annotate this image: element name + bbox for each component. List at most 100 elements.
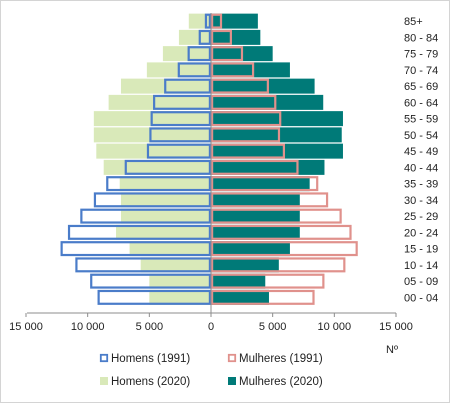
age-label-55-59: 55 - 59: [404, 114, 438, 126]
x-tick-label: 5 000: [259, 321, 287, 333]
bar-homens-2020-05-09: [149, 273, 211, 289]
legend-item-homens-1991: Homens (1991): [99, 353, 190, 365]
age-label-50-54: 50 - 54: [404, 130, 438, 142]
bar-homens-1991-45-49: [146, 143, 212, 159]
bar-homens-2020-85: [188, 13, 211, 29]
axes-group: [25, 13, 397, 317]
age-label-30-34: 30 - 34: [404, 195, 438, 207]
bar-mulheres-1991-70-74: [211, 62, 255, 78]
bar-mulheres-2020-80-84: [211, 29, 261, 45]
bar-homens-1991-15-19: [60, 241, 212, 257]
bar-homens-1991-85: [204, 13, 211, 29]
bar-homens-2020-45-49: [96, 143, 211, 159]
x-tick-label: 0: [208, 321, 214, 333]
age-label-25-29: 25 - 29: [404, 211, 438, 223]
bar-mulheres-2020-50-54: [211, 127, 342, 143]
legend-swatch: [99, 353, 109, 363]
bar-mulheres-2020-85: [211, 13, 258, 29]
legend-item-mulheres-1991: Mulheres (1991): [227, 353, 323, 365]
bar-homens-2020-15-19: [129, 241, 211, 257]
age-label-65-69: 65 - 69: [404, 81, 438, 93]
legend-swatch: [227, 353, 237, 363]
bar-homens-2020-40-44: [103, 159, 211, 175]
bar-homens-2020-10-14: [140, 257, 211, 273]
bar-mulheres-1991-35-39: [211, 176, 319, 192]
bar-mulheres-2020-30-34: [211, 192, 300, 208]
bar-mulheres-1991-00-04: [211, 289, 315, 305]
bar-mulheres-1991-45-49: [211, 143, 286, 159]
bar-mulheres-2020-40-44: [211, 159, 325, 175]
bar-mulheres-1991-55-59: [211, 111, 282, 127]
age-label-45-49: 45 - 49: [404, 146, 438, 158]
bar-mulheres-2020-35-39: [211, 176, 310, 192]
bar-mulheres-1991-60-64: [211, 94, 277, 110]
bars-1991-group: [60, 13, 358, 305]
bar-homens-2020-35-39: [119, 176, 211, 192]
age-label-00-04: 00 - 04: [404, 292, 438, 304]
bar-mulheres-1991-40-44: [211, 159, 299, 175]
legend-item-homens-2020: Homens (2020): [100, 376, 190, 388]
bar-homens-1991-00-04: [97, 289, 211, 305]
bar-homens-2020-00-04: [149, 289, 211, 305]
bar-homens-1991-25-29: [80, 208, 212, 224]
legend-item-mulheres-2020: Mulheres (2020): [228, 376, 323, 388]
bar-mulheres-1991-05-09: [211, 273, 325, 289]
age-labels-group: 85+ 80 - 84 75 - 79 70 - 74 65 - 69 60 - 64 55…: [404, 16, 438, 304]
bar-homens-1991-05-09: [90, 273, 212, 289]
x-tick-label: 10 000: [71, 321, 105, 333]
age-label-10-14: 10 - 14: [404, 260, 438, 272]
bar-mulheres-1991-15-19: [211, 241, 358, 257]
bar-homens-2020-25-29: [120, 208, 211, 224]
bar-homens-1991-30-34: [93, 192, 212, 208]
bar-mulheres-1991-10-14: [211, 257, 346, 273]
bar-homens-2020-80-84: [178, 29, 211, 45]
x-tick-label: 10 000: [318, 321, 352, 333]
bar-homens-1991-60-64: [153, 94, 212, 110]
age-label-20-24: 20 - 24: [404, 227, 438, 239]
bar-homens-2020-60-64: [108, 94, 211, 110]
age-label-75-79: 75 - 79: [404, 49, 438, 61]
bar-mulheres-1991-80-84: [211, 29, 232, 45]
bar-mulheres-2020-45-49: [211, 143, 343, 159]
bar-homens-1991-80-84: [198, 29, 212, 45]
legend-label: Mulheres (1991): [239, 353, 323, 365]
bar-homens-1991-50-54: [149, 127, 211, 143]
bar-homens-2020-50-54: [93, 127, 211, 143]
bar-homens-1991-20-24: [67, 224, 211, 240]
bar-homens-2020-75-79: [162, 46, 211, 62]
bar-mulheres-2020-70-74: [211, 62, 290, 78]
bar-mulheres-2020-05-09: [211, 273, 266, 289]
age-label-80-84: 80 - 84: [404, 32, 438, 44]
bar-mulheres-2020-55-59: [211, 111, 343, 127]
legend: Homens (1991) Mulheres (1991) Homens (2020…: [99, 353, 323, 388]
x-tick-label: 15 000: [9, 321, 43, 333]
bar-homens-1991-75-79: [187, 46, 211, 62]
age-label-40-44: 40 - 44: [404, 162, 438, 174]
bar-mulheres-1991-65-69: [211, 78, 269, 94]
legend-label: Homens (2020): [111, 376, 190, 388]
bar-homens-1991-70-74: [177, 62, 212, 78]
legend-swatch: [100, 377, 108, 385]
age-label-15-19: 15 - 19: [404, 244, 438, 256]
bar-mulheres-1991-85: [211, 13, 223, 29]
age-label-70-74: 70 - 74: [404, 65, 438, 77]
age-label-60-64: 60 - 64: [404, 97, 438, 109]
age-label-05-09: 05 - 09: [404, 276, 438, 288]
bar-mulheres-1991-50-54: [211, 127, 281, 143]
bar-homens-2020-30-34: [120, 192, 211, 208]
x-axis-title: Nº: [386, 344, 398, 356]
legend-swatch: [228, 377, 236, 385]
bar-homens-1991-65-69: [164, 78, 211, 94]
legend-label: Mulheres (2020): [239, 376, 323, 388]
x-tick-labels-group: 15 000 10 000 5 000 0 5 000 10 000 15 000: [9, 321, 413, 333]
bar-homens-1991-35-39: [106, 176, 211, 192]
bar-homens-1991-10-14: [75, 257, 212, 273]
bar-mulheres-2020-20-24: [211, 224, 300, 240]
bar-mulheres-1991-75-79: [211, 46, 244, 62]
bar-mulheres-1991-30-34: [211, 192, 329, 208]
bar-mulheres-2020-10-14: [211, 257, 279, 273]
x-tick-label: 5 000: [136, 321, 164, 333]
bar-homens-1991-55-59: [150, 111, 211, 127]
